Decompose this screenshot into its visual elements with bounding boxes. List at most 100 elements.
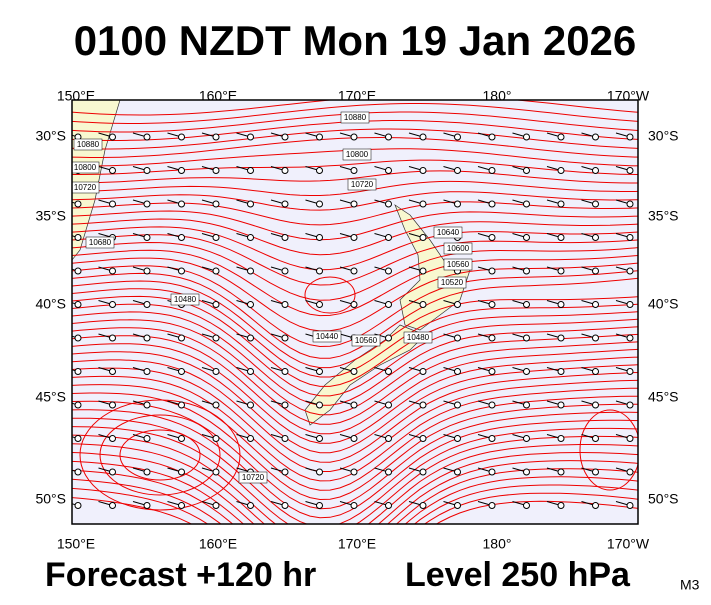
station [488, 267, 496, 275]
station [109, 401, 116, 409]
station [247, 200, 254, 208]
station [178, 234, 185, 241]
station [316, 234, 323, 241]
contour-label: 10600 [447, 244, 470, 253]
station [143, 368, 151, 375]
station [488, 234, 496, 241]
station [350, 267, 358, 275]
station [592, 368, 599, 375]
station [143, 502, 151, 509]
station [385, 435, 392, 442]
station [592, 301, 599, 308]
lat-label: 35°S [648, 208, 679, 224]
lon-label: 160°E [199, 88, 237, 104]
station [143, 301, 151, 308]
station [419, 368, 427, 375]
station [557, 167, 565, 174]
station [109, 502, 116, 509]
station [74, 200, 82, 208]
station [143, 401, 151, 409]
station [626, 435, 634, 442]
contour [72, 249, 638, 317]
station [488, 401, 496, 409]
contour-label: 10520 [441, 278, 464, 287]
station [626, 133, 634, 141]
station [626, 468, 634, 476]
lat-label: 40°S [35, 296, 66, 312]
station [419, 133, 427, 141]
contour [72, 478, 638, 524]
station [592, 435, 599, 442]
station [350, 200, 358, 208]
station [212, 301, 220, 308]
station [557, 267, 565, 275]
contour [79, 399, 241, 511]
station [316, 301, 323, 308]
contour [72, 218, 638, 256]
contour-label: 10640 [437, 228, 460, 237]
station [178, 334, 185, 342]
station [350, 234, 358, 241]
lon-label: 180° [483, 536, 512, 552]
station [592, 167, 599, 174]
station [316, 167, 323, 174]
station [523, 401, 530, 409]
station [178, 133, 185, 141]
station [488, 133, 496, 141]
contour-label: 10480 [174, 295, 197, 304]
station [109, 301, 116, 308]
station [523, 334, 530, 342]
station [143, 200, 151, 208]
station [74, 502, 82, 509]
station [419, 200, 427, 208]
station [419, 401, 427, 409]
station [488, 200, 496, 208]
station [143, 267, 151, 275]
contour-label-box [347, 178, 377, 191]
station [74, 234, 82, 241]
station [557, 502, 565, 509]
station [454, 133, 461, 141]
contour [72, 159, 638, 175]
station [178, 502, 185, 509]
contour-label-box [443, 258, 473, 271]
contour [72, 367, 638, 472]
station [488, 435, 496, 442]
station [419, 267, 427, 275]
station [385, 468, 392, 476]
station [523, 301, 530, 308]
station [350, 133, 358, 141]
station [247, 334, 254, 342]
station [626, 368, 634, 375]
station [247, 435, 254, 442]
station [109, 468, 116, 476]
station [74, 435, 82, 442]
contour-label-box [312, 330, 342, 343]
contour [72, 180, 638, 196]
contour [72, 469, 638, 524]
station [247, 234, 254, 241]
station [247, 502, 254, 509]
station [557, 435, 565, 442]
station [247, 167, 254, 174]
station [178, 468, 185, 476]
contour [72, 100, 638, 116]
station [626, 234, 634, 241]
station [350, 167, 358, 174]
station [592, 468, 599, 476]
contour-label-box [73, 138, 103, 151]
station [178, 267, 185, 275]
station [557, 133, 565, 141]
station [523, 133, 530, 141]
station [592, 334, 599, 342]
station [454, 468, 461, 476]
station [488, 502, 496, 509]
station [626, 401, 634, 409]
station [454, 502, 461, 509]
contour [72, 201, 638, 226]
station [454, 435, 461, 442]
station [143, 435, 151, 442]
contour-label: 10880 [344, 113, 367, 122]
contour [99, 414, 221, 496]
